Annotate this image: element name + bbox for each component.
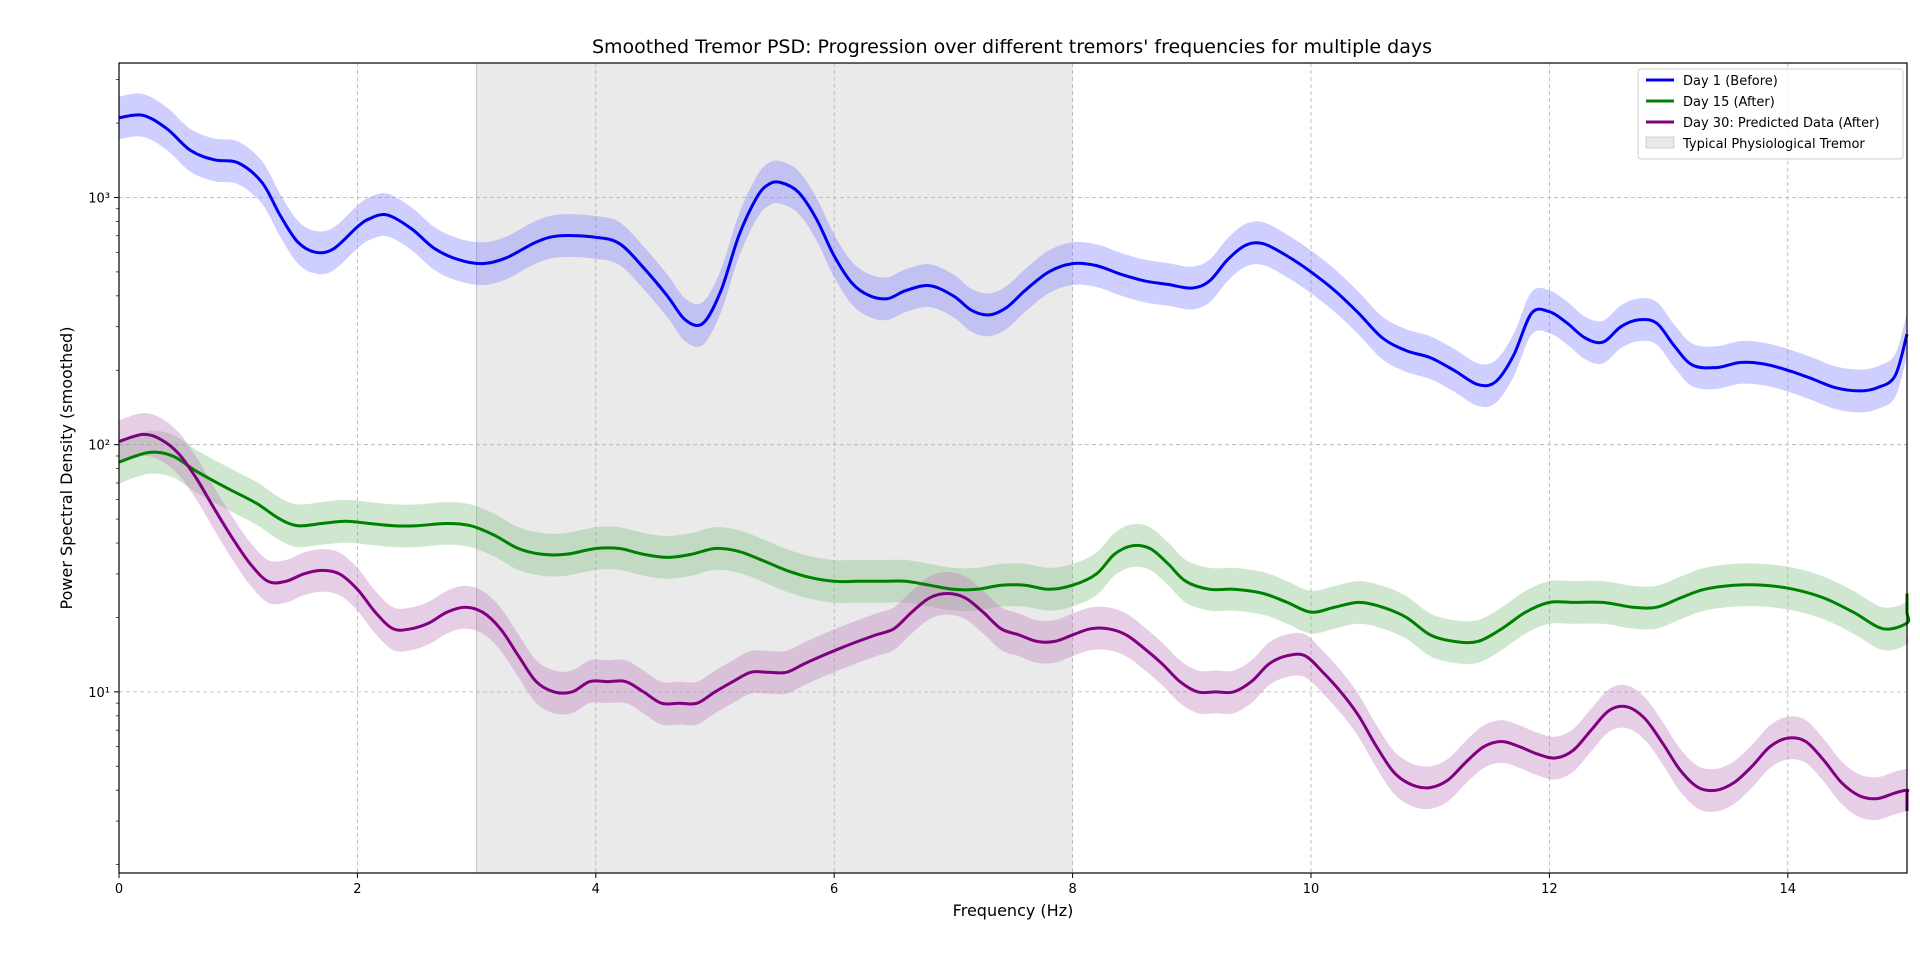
series-lines <box>118 113 1911 811</box>
legend-box <box>1637 68 1904 160</box>
series-band-3 <box>119 413 1908 833</box>
legend: Day 1 (Before) Day 15 (After) Day 30: Pred… <box>1637 68 1904 160</box>
chart-title: Smoothed Tremor PSD: Progression over di… <box>592 36 1432 58</box>
legend-swatch <box>1645 136 1675 149</box>
x-tick-label: 12 <box>1541 882 1558 897</box>
series-line-1 <box>118 113 1909 393</box>
y-axis-ticks: 10¹ 10² 10³ <box>88 79 119 865</box>
series-line-2 <box>118 450 1911 645</box>
plot-area <box>118 62 1911 874</box>
x-axis-label: Frequency (Hz) <box>953 901 1074 920</box>
legend-label: Day 1 (Before) <box>1683 74 1778 89</box>
x-tick-label: 2 <box>353 882 361 897</box>
y-tick-label: 10³ <box>88 191 110 206</box>
shaded-region <box>476 63 1073 873</box>
x-tick-label: 4 <box>592 882 600 897</box>
y-tick-label: 10¹ <box>88 686 110 701</box>
series-band-2 <box>119 430 1909 664</box>
x-tick-label: 8 <box>1068 882 1076 897</box>
legend-label: Day 30: Predicted Data (After) <box>1683 116 1880 131</box>
x-tick-label: 0 <box>115 882 123 897</box>
series-band-1 <box>119 93 1907 413</box>
series-line-3 <box>118 432 1910 811</box>
legend-label: Day 15 (After) <box>1683 95 1775 110</box>
x-tick-label: 10 <box>1303 882 1320 897</box>
x-tick-label: 6 <box>830 882 838 897</box>
y-axis-label: Power Spectral Density (smoothed) <box>57 327 76 610</box>
grid <box>119 63 1907 873</box>
x-axis-ticks: 0 2 4 6 8 10 12 14 <box>115 873 1796 897</box>
confidence-bands <box>119 93 1909 833</box>
legend-label: Typical Physiological Tremor <box>1682 137 1865 152</box>
plot-frame <box>118 62 1908 874</box>
y-tick-label: 10² <box>88 439 110 454</box>
x-tick-label: 14 <box>1780 882 1797 897</box>
